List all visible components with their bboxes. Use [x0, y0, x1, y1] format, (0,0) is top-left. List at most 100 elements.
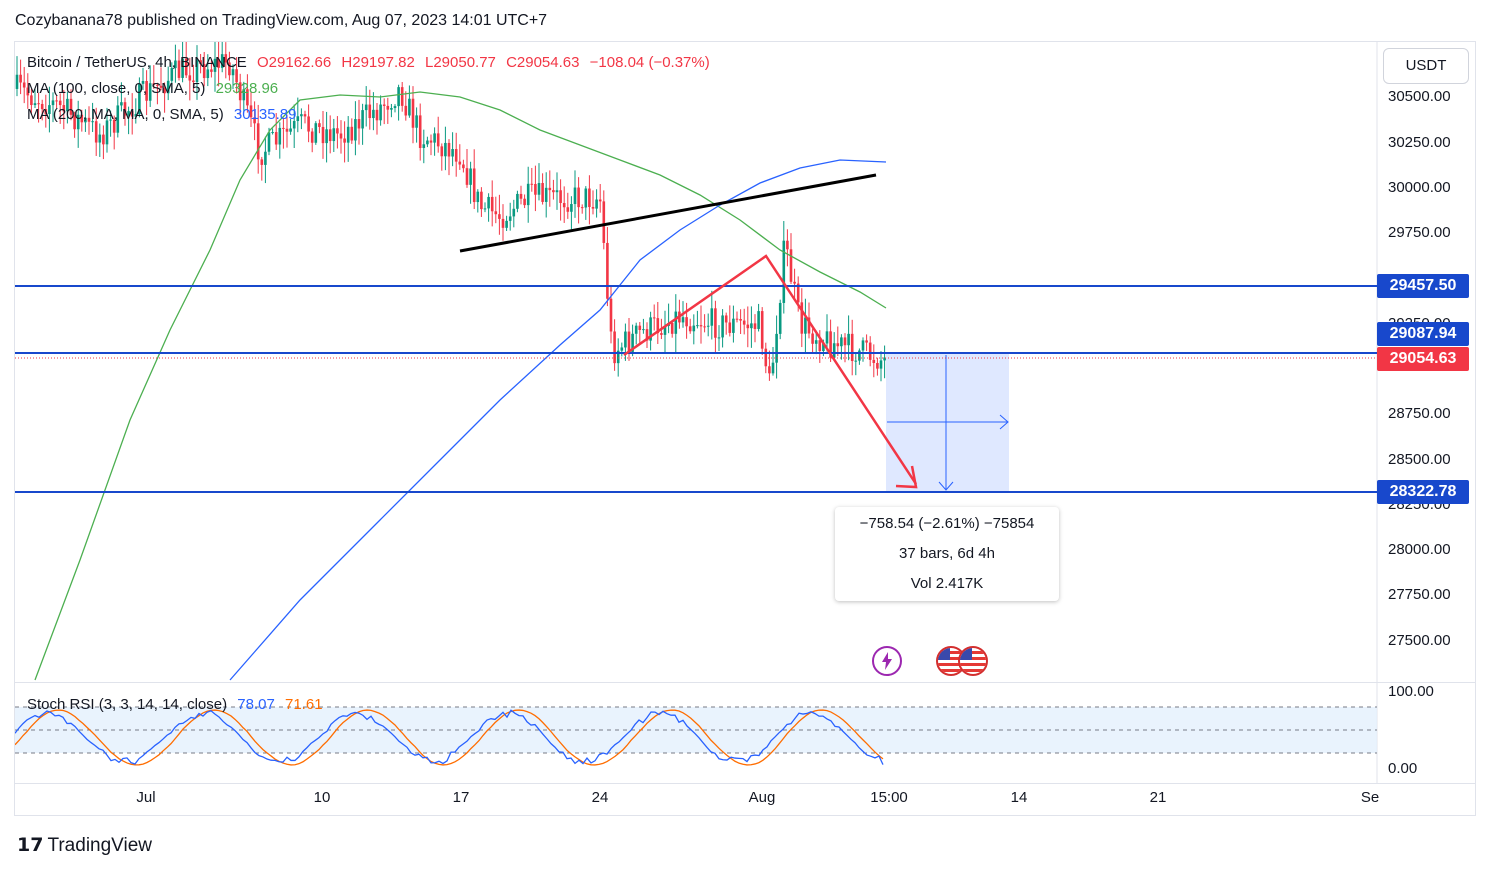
- candle-body: [98, 134, 102, 143]
- candle-body: [724, 315, 728, 323]
- candle-body: [782, 240, 786, 303]
- candle-body: [159, 85, 163, 88]
- candle-body: [822, 343, 825, 352]
- candle-body: [382, 104, 386, 106]
- candle-body: [472, 168, 476, 203]
- candle-body: [148, 83, 152, 101]
- candle-body: [303, 114, 307, 117]
- candle-body: [292, 121, 296, 129]
- candle-body: [508, 216, 512, 221]
- candle-body: [818, 340, 822, 352]
- resistance-price-tag[interactable]: 29457.50: [1377, 274, 1469, 298]
- candle-body: [638, 325, 642, 330]
- candle-body: [487, 196, 490, 209]
- candle-body: [714, 308, 717, 338]
- candle-body: [138, 83, 141, 115]
- candle-body: [213, 58, 217, 72]
- candle-body: [256, 123, 260, 160]
- candle-body: [584, 188, 588, 208]
- candle-body: [22, 82, 26, 88]
- candle-body: [170, 68, 174, 81]
- candle-body: [307, 116, 310, 132]
- stoch-k-line: [15, 709, 884, 765]
- candle-body: [498, 214, 501, 219]
- legend-row-ma200[interactable]: MA (200, MA, MA, 0, SMA, 5) 30135.89: [27, 106, 296, 123]
- candle-body: [861, 340, 865, 351]
- candle-body: [742, 320, 746, 325]
- candle-body: [566, 207, 570, 212]
- candle-body: [519, 193, 523, 199]
- candle-body: [703, 326, 706, 328]
- candle-body: [220, 54, 224, 68]
- candle-body: [721, 315, 724, 338]
- candle-body: [282, 127, 285, 129]
- candle-body: [433, 133, 436, 143]
- time-axis-label: Jul: [136, 789, 156, 806]
- candle-body: [429, 140, 433, 143]
- candle-body: [674, 311, 678, 334]
- candle-body: [235, 69, 238, 83]
- candle-body: [346, 126, 350, 143]
- us-flag-icon[interactable]: [958, 646, 988, 676]
- candle-body: [174, 60, 177, 69]
- black-trendline[interactable]: [459, 173, 877, 253]
- candle-body: [411, 98, 415, 128]
- candle-body: [753, 323, 757, 329]
- candle-body: [368, 104, 372, 119]
- chart-frame: [14, 41, 1476, 816]
- candle-body: [796, 283, 800, 303]
- candle-body: [804, 317, 807, 334]
- candle-body: [476, 191, 480, 203]
- legend-row-ma100[interactable]: MA (100, close, 0, SMA, 5) 29328.96: [27, 80, 278, 97]
- candle-body: [166, 80, 170, 94]
- candle-body: [152, 83, 156, 85]
- ma-price-tag[interactable]: 29087.94: [1377, 322, 1469, 346]
- candle-body: [249, 105, 253, 118]
- candle-body: [606, 242, 609, 299]
- candle-body: [807, 317, 811, 334]
- candle-body: [274, 132, 278, 145]
- candle-body: [278, 127, 282, 145]
- candle-body: [688, 326, 692, 332]
- candle-body: [537, 183, 541, 195]
- price-axis-label: 28000.00: [1388, 541, 1451, 558]
- candle-body: [868, 342, 872, 360]
- red-pattern-line[interactable]: [623, 254, 918, 485]
- legend-row-stoch[interactable]: Stoch RSI (3, 3, 14, 14, close) 78.07 71…: [27, 696, 323, 713]
- candle-body: [238, 82, 242, 101]
- legend-symbol[interactable]: Bitcoin / TetherUS, 4h, BINANCE: [27, 54, 247, 71]
- candle-body: [642, 329, 645, 331]
- candle-body: [339, 133, 343, 139]
- candle-body: [706, 325, 710, 327]
- price-axis-label: 27750.00: [1388, 586, 1451, 603]
- footer-brand: TradingView: [47, 835, 153, 856]
- candle-body: [228, 62, 231, 76]
- time-axis-label: 17: [452, 789, 470, 806]
- candle-body: [530, 183, 534, 185]
- last-price-tag[interactable]: 29054.63: [1377, 347, 1469, 371]
- candle-body: [296, 116, 300, 122]
- candle-body: [224, 54, 228, 63]
- lightning-icon[interactable]: [872, 646, 902, 676]
- candle-body: [717, 337, 721, 339]
- candle-body: [750, 323, 753, 329]
- candle-body: [598, 199, 602, 202]
- candle-body: [76, 114, 80, 130]
- candle-body: [631, 333, 634, 352]
- candle-body: [364, 104, 368, 111]
- candle-body: [616, 350, 620, 364]
- candle-body: [850, 333, 854, 362]
- target-price-tag[interactable]: 28322.78: [1377, 480, 1469, 504]
- candle-body: [865, 340, 868, 343]
- tradingview-logo[interactable]: 17 TradingView: [17, 834, 152, 857]
- time-axis-label: 15:00: [870, 789, 908, 806]
- currency-selector[interactable]: USDT: [1383, 48, 1469, 84]
- candle-body: [242, 89, 246, 101]
- candle-body: [310, 131, 314, 143]
- candle-body: [681, 317, 685, 323]
- ma100-value: 29328.96: [215, 80, 279, 97]
- candle-body: [84, 117, 87, 123]
- candle-body: [163, 87, 166, 94]
- measure-horizontal-arrowhead: [999, 414, 1009, 430]
